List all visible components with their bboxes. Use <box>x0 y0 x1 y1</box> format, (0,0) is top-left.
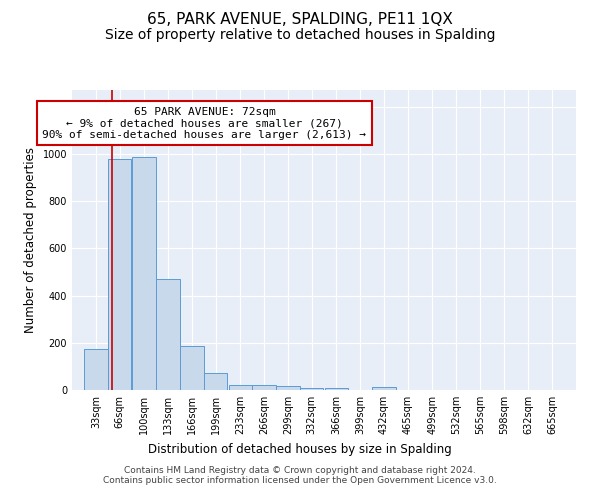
Bar <box>204 373 227 390</box>
Bar <box>157 279 180 390</box>
Text: 65 PARK AVENUE: 72sqm
← 9% of detached houses are smaller (267)
90% of semi-deta: 65 PARK AVENUE: 72sqm ← 9% of detached h… <box>43 106 367 140</box>
Bar <box>372 387 395 390</box>
Bar <box>108 158 131 390</box>
Y-axis label: Number of detached properties: Number of detached properties <box>24 147 37 333</box>
Bar <box>325 388 348 390</box>
Bar <box>276 386 299 390</box>
Text: Contains HM Land Registry data © Crown copyright and database right 2024.
Contai: Contains HM Land Registry data © Crown c… <box>103 466 497 485</box>
Bar <box>180 346 203 390</box>
Bar <box>133 158 156 390</box>
Text: Size of property relative to detached houses in Spalding: Size of property relative to detached ho… <box>105 28 495 42</box>
Text: Distribution of detached houses by size in Spalding: Distribution of detached houses by size … <box>148 442 452 456</box>
Bar <box>84 348 107 390</box>
Bar <box>253 386 276 390</box>
Bar <box>300 388 323 390</box>
Text: 65, PARK AVENUE, SPALDING, PE11 1QX: 65, PARK AVENUE, SPALDING, PE11 1QX <box>147 12 453 28</box>
Bar <box>229 384 252 390</box>
